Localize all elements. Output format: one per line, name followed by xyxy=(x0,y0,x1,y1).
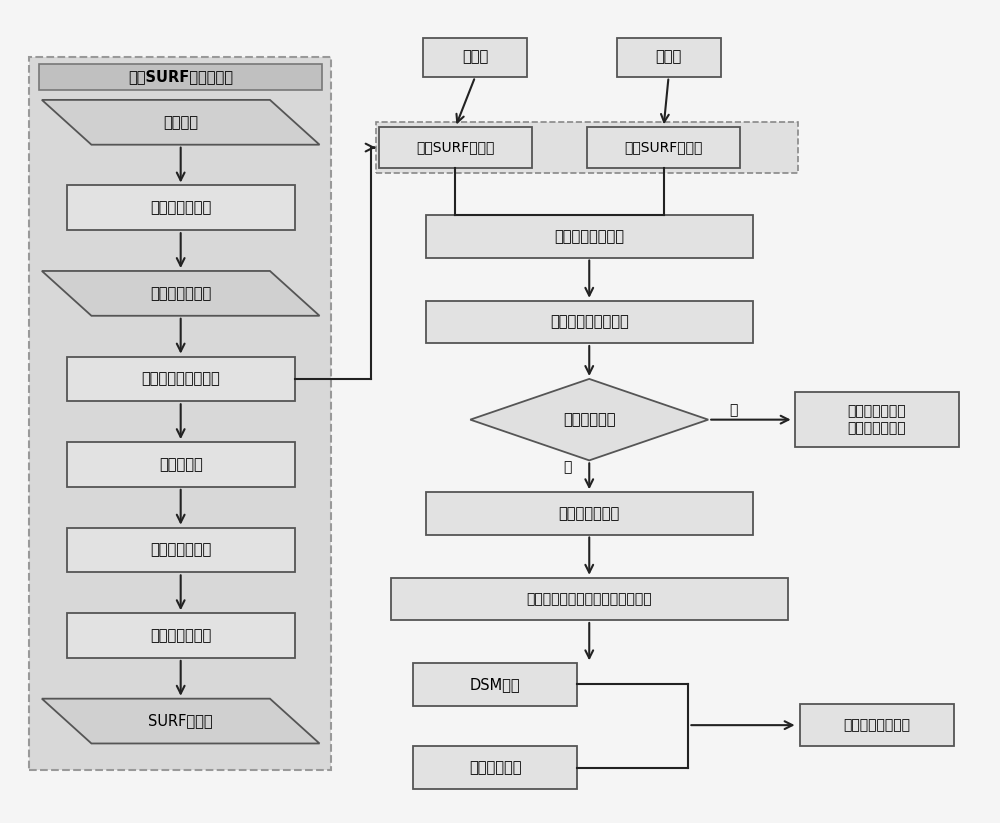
FancyBboxPatch shape xyxy=(426,215,753,258)
Polygon shape xyxy=(42,271,320,316)
FancyBboxPatch shape xyxy=(67,185,295,230)
Text: 林区树冠高度模型: 林区树冠高度模型 xyxy=(843,718,910,732)
FancyBboxPatch shape xyxy=(800,704,954,746)
FancyBboxPatch shape xyxy=(795,392,959,448)
Text: 是: 是 xyxy=(563,460,572,474)
Text: SURF特征点: SURF特征点 xyxy=(148,714,213,728)
Text: 剔除该匹配点对
取下一匹配点对: 剔除该匹配点对 取下一匹配点对 xyxy=(848,405,906,435)
Polygon shape xyxy=(470,379,708,460)
FancyBboxPatch shape xyxy=(67,442,295,487)
Text: 多尺度空间图像: 多尺度空间图像 xyxy=(150,286,211,301)
Text: 提取特征点方向: 提取特征点方向 xyxy=(150,542,211,557)
Text: 提取SURF特征点: 提取SURF特征点 xyxy=(624,141,703,155)
Text: 输出该匹配点对: 输出该匹配点对 xyxy=(559,506,620,521)
Text: 否: 否 xyxy=(729,403,737,417)
FancyBboxPatch shape xyxy=(391,578,788,620)
Text: 尺度空间极值点检测: 尺度空间极值点检测 xyxy=(141,371,220,387)
FancyBboxPatch shape xyxy=(39,63,322,90)
Text: 提取SURF特征点: 提取SURF特征点 xyxy=(416,141,495,155)
Text: 右像片: 右像片 xyxy=(655,49,682,65)
FancyBboxPatch shape xyxy=(617,38,721,77)
Text: 生成初始匹配点对: 生成初始匹配点对 xyxy=(554,229,624,244)
FancyBboxPatch shape xyxy=(426,492,753,534)
Polygon shape xyxy=(42,100,320,145)
Polygon shape xyxy=(42,699,320,743)
Text: 提取特征描述符: 提取特征描述符 xyxy=(150,628,211,643)
Text: DSM模型: DSM模型 xyxy=(470,677,520,692)
Text: 结构信息一致性检验: 结构信息一致性检验 xyxy=(550,314,629,329)
Text: 提取SURF特征点流程: 提取SURF特征点流程 xyxy=(128,69,233,84)
FancyBboxPatch shape xyxy=(29,57,331,770)
FancyBboxPatch shape xyxy=(67,356,295,402)
FancyBboxPatch shape xyxy=(413,746,577,788)
FancyBboxPatch shape xyxy=(379,128,532,168)
FancyBboxPatch shape xyxy=(376,123,798,173)
FancyBboxPatch shape xyxy=(587,128,740,168)
FancyBboxPatch shape xyxy=(426,300,753,343)
FancyBboxPatch shape xyxy=(423,38,527,77)
FancyBboxPatch shape xyxy=(413,663,577,705)
Text: 基于光束法严密解法生成三维点云: 基于光束法严密解法生成三维点云 xyxy=(526,592,652,606)
FancyBboxPatch shape xyxy=(67,528,295,573)
Text: 原始图像: 原始图像 xyxy=(163,114,198,130)
Text: 盒型滤波器卷积: 盒型滤波器卷积 xyxy=(150,200,211,216)
Text: 结构信息一致: 结构信息一致 xyxy=(563,412,616,427)
FancyBboxPatch shape xyxy=(67,613,295,658)
Text: 数字地形数据: 数字地形数据 xyxy=(469,760,521,775)
Text: 特征点定位: 特征点定位 xyxy=(159,457,203,472)
Text: 左像片: 左像片 xyxy=(462,49,488,65)
